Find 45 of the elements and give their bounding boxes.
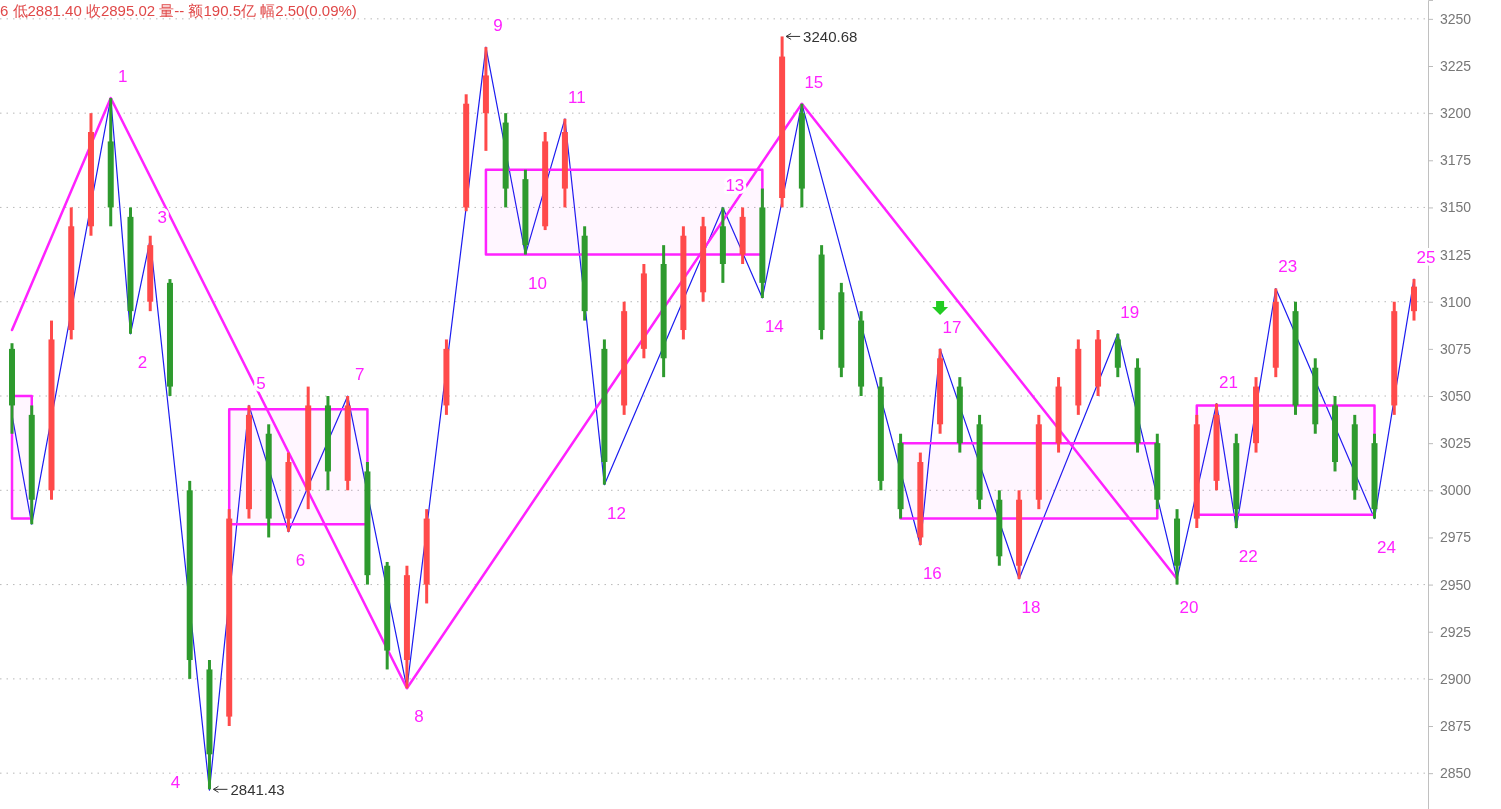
annotation: 4 [170, 773, 181, 793]
annotation: 25 [1416, 248, 1436, 268]
y-tick-label: 3200 [1440, 105, 1472, 122]
annotation: 16 [922, 563, 942, 583]
annotation: 8 [414, 707, 424, 727]
annotation: 13 [725, 176, 745, 196]
y-tick-label: 3125 [1440, 246, 1472, 263]
y-tick-label: 3225 [1440, 57, 1472, 74]
annotation: 2 [137, 352, 148, 372]
annotation: 6 [295, 550, 306, 570]
annotation: 14 [764, 316, 784, 336]
y-tick-label: 3025 [1440, 435, 1472, 452]
annotation: 20 [1179, 597, 1199, 617]
y-tick-label: 2850 [1440, 765, 1472, 782]
annotation: 5 [256, 374, 266, 394]
y-tick-label: 3050 [1440, 387, 1472, 404]
annotation: 1 [118, 67, 128, 87]
y-tick-label: 3150 [1440, 199, 1472, 216]
annotation: 11 [568, 87, 586, 107]
y-tick-label: 3100 [1440, 293, 1472, 310]
y-tick-label: 2950 [1440, 576, 1472, 593]
annotation: 2841.43 [230, 780, 285, 798]
annotation: 15 [804, 72, 824, 92]
annotation: 24 [1377, 537, 1396, 557]
annotation: 23 [1278, 257, 1298, 277]
annotation: 9 [493, 16, 503, 36]
annotation: 22 [1238, 546, 1258, 566]
annotation: 17 [942, 317, 962, 337]
annotation: 3 [157, 208, 167, 228]
y-tick-label: 2975 [1440, 529, 1472, 546]
y-tick-label: 3175 [1440, 152, 1472, 169]
annotation: 18 [1021, 597, 1041, 617]
y-tick-label: 3250 [1440, 10, 1472, 27]
annotation: 10 [527, 273, 547, 293]
y-tick-label: 2925 [1440, 623, 1472, 640]
y-tick-label: 3000 [1440, 482, 1472, 499]
y-tick-label: 2900 [1440, 670, 1472, 687]
annotation: 7 [354, 364, 365, 384]
annotation: 12 [606, 503, 626, 523]
annotation: 19 [1120, 302, 1140, 322]
annotation: 21 [1219, 372, 1238, 392]
annotation: 3240.68 [803, 27, 858, 45]
y-tick-label: 2875 [1440, 718, 1472, 735]
y-tick-label: 3075 [1440, 340, 1472, 357]
annotation: 6 低2881.40 收2895.02 量-- 额190.5亿 幅2.50(0.09%) [0, 2, 357, 19]
